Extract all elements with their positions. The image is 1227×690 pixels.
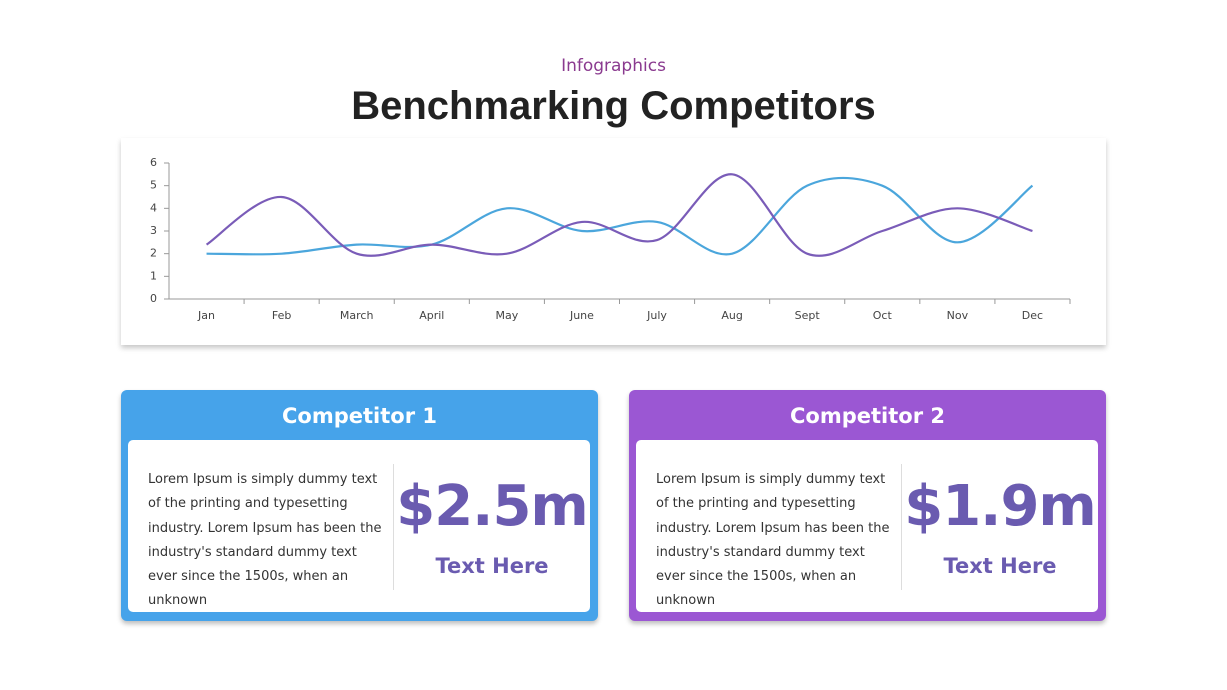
card-body: Lorem Ipsum is simply dummy text of the … bbox=[636, 440, 1098, 612]
x-tick-label: Oct bbox=[873, 309, 893, 322]
y-tick-label: 0 bbox=[150, 292, 157, 305]
separator bbox=[393, 464, 394, 590]
competitor-card: Competitor 1 Lorem Ipsum is simply dummy … bbox=[121, 390, 598, 621]
x-tick-label: May bbox=[496, 309, 519, 322]
x-tick-label: Jan bbox=[197, 309, 215, 322]
chart-card: 0 1 2 3 4 5 6 Jan Feb March April May June July Aug Sep… bbox=[121, 138, 1106, 345]
card-body: Lorem Ipsum is simply dummy text of the … bbox=[128, 440, 590, 612]
card-title: Competitor 2 bbox=[790, 404, 945, 428]
card-text: Lorem Ipsum is simply dummy text of the … bbox=[148, 472, 382, 609]
y-tick-label: 3 bbox=[150, 224, 157, 237]
y-tick-label: 5 bbox=[150, 179, 157, 192]
line-series bbox=[206, 176, 1034, 256]
competitor-card: Competitor 2 Lorem Ipsum is simply dummy … bbox=[629, 390, 1106, 621]
x-tick-label: April bbox=[419, 309, 444, 322]
x-tick-label: July bbox=[646, 309, 667, 322]
chart: 0 1 2 3 4 5 6 Jan Feb March April May June July Aug Sep… bbox=[150, 156, 1071, 322]
x-tick-label: Aug bbox=[721, 309, 742, 322]
card-value: $1.9m bbox=[904, 474, 1097, 539]
x-tick-label: Nov bbox=[947, 309, 969, 322]
card-title: Competitor 1 bbox=[282, 404, 437, 428]
card-caption: Text Here bbox=[943, 554, 1057, 578]
x-tick-label: March bbox=[340, 309, 374, 322]
x-tick-label: Sept bbox=[795, 309, 821, 322]
y-tick-label: 1 bbox=[150, 269, 157, 282]
y-tick-label: 2 bbox=[150, 247, 157, 260]
x-tick-label: Feb bbox=[272, 309, 291, 322]
y-tick-label: 4 bbox=[150, 201, 157, 214]
x-tick-label: June bbox=[569, 309, 594, 322]
card-text: Lorem Ipsum is simply dummy text of the … bbox=[656, 472, 890, 609]
card-caption: Text Here bbox=[435, 554, 549, 578]
x-tick-label: Dec bbox=[1022, 309, 1043, 322]
title: Benchmarking Competitors bbox=[351, 84, 876, 128]
card-value: $2.5m bbox=[396, 474, 589, 539]
separator bbox=[901, 464, 902, 590]
subtitle: Infographics bbox=[561, 56, 666, 76]
y-tick-label: 6 bbox=[150, 156, 157, 169]
line-series bbox=[205, 173, 1033, 257]
